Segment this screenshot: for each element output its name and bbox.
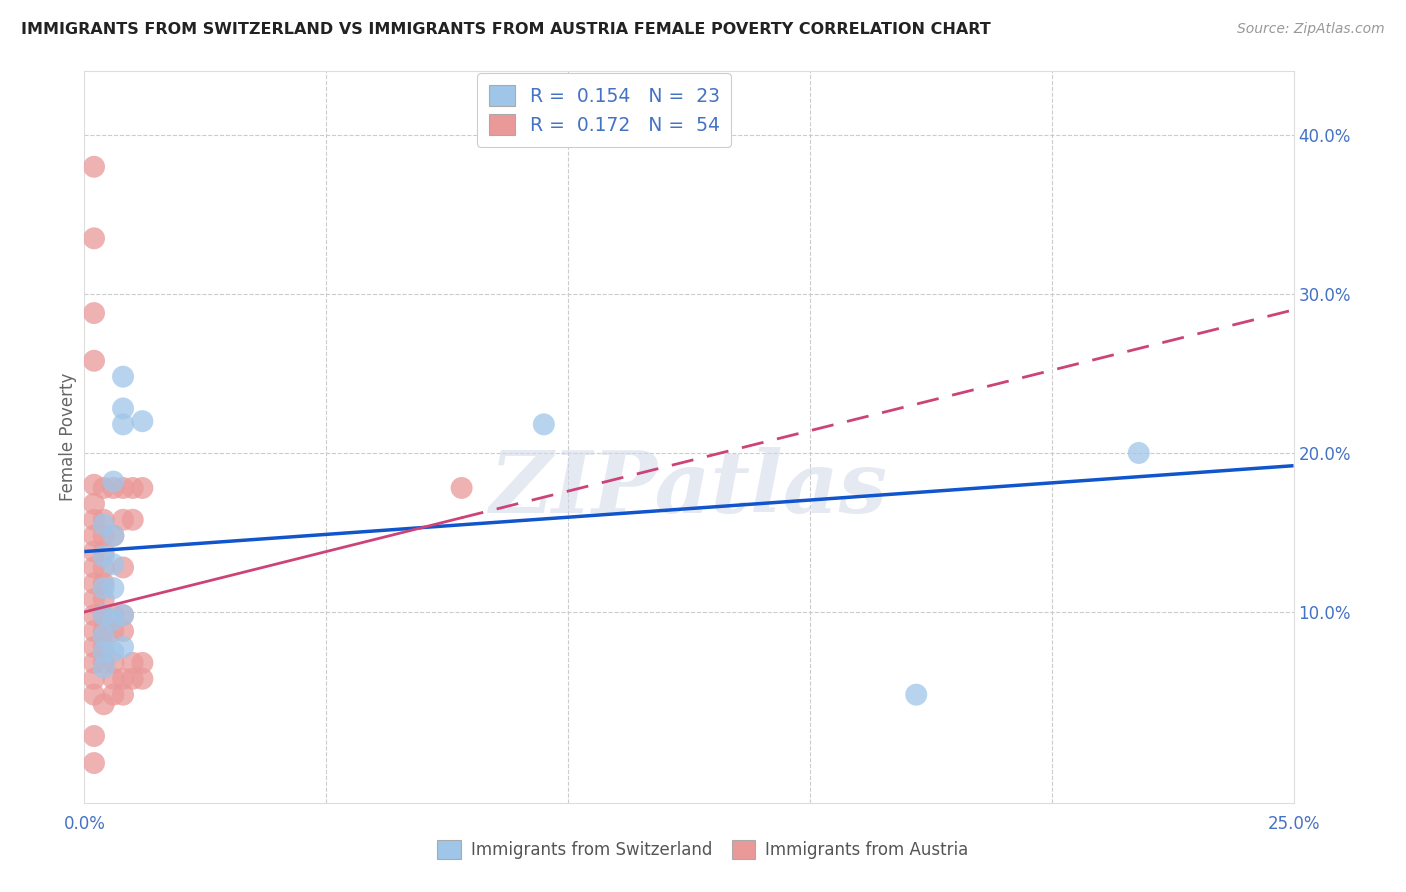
- Point: [112, 417, 135, 432]
- Point: [83, 560, 105, 574]
- Point: [103, 656, 125, 670]
- Point: [93, 517, 115, 532]
- Point: [103, 613, 125, 627]
- Point: [112, 608, 135, 623]
- Point: [93, 624, 115, 638]
- Point: [103, 529, 125, 543]
- Point: [83, 544, 105, 558]
- Point: [103, 529, 125, 543]
- Point: [93, 592, 115, 607]
- Point: [533, 417, 555, 432]
- Point: [83, 231, 105, 245]
- Point: [83, 353, 105, 368]
- Point: [131, 481, 153, 495]
- Point: [450, 481, 472, 495]
- Point: [83, 592, 105, 607]
- Point: [112, 560, 135, 574]
- Point: [93, 544, 115, 558]
- Point: [93, 581, 115, 595]
- Legend: Immigrants from Switzerland, Immigrants from Austria: Immigrants from Switzerland, Immigrants …: [430, 833, 976, 866]
- Point: [93, 608, 115, 623]
- Point: [93, 629, 115, 643]
- Point: [83, 624, 105, 638]
- Point: [83, 656, 105, 670]
- Point: [1128, 446, 1150, 460]
- Text: IMMIGRANTS FROM SWITZERLAND VS IMMIGRANTS FROM AUSTRIA FEMALE POVERTY CORRELATIO: IMMIGRANTS FROM SWITZERLAND VS IMMIGRANT…: [21, 22, 991, 37]
- Point: [112, 624, 135, 638]
- Point: [93, 529, 115, 543]
- Point: [83, 477, 105, 491]
- Point: [93, 645, 115, 659]
- Point: [103, 608, 125, 623]
- Point: [83, 160, 105, 174]
- Point: [103, 688, 125, 702]
- Point: [103, 581, 125, 595]
- Point: [93, 656, 115, 670]
- Y-axis label: Female Poverty: Female Poverty: [59, 373, 77, 501]
- Point: [112, 608, 135, 623]
- Point: [103, 558, 125, 572]
- Point: [112, 688, 135, 702]
- Text: ZIPatlas: ZIPatlas: [489, 447, 889, 530]
- Point: [905, 688, 928, 702]
- Point: [83, 640, 105, 654]
- Point: [112, 369, 135, 384]
- Point: [131, 672, 153, 686]
- Point: [93, 608, 115, 623]
- Point: [93, 560, 115, 574]
- Point: [121, 513, 143, 527]
- Point: [83, 672, 105, 686]
- Point: [93, 697, 115, 711]
- Point: [93, 481, 115, 495]
- Point: [103, 672, 125, 686]
- Point: [112, 672, 135, 686]
- Point: [83, 306, 105, 320]
- Point: [93, 660, 115, 674]
- Point: [131, 656, 153, 670]
- Point: [93, 513, 115, 527]
- Point: [112, 401, 135, 416]
- Point: [93, 576, 115, 591]
- Legend: R =  0.154   N =  23, R =  0.172   N =  54: R = 0.154 N = 23, R = 0.172 N = 54: [478, 73, 731, 146]
- Point: [83, 513, 105, 527]
- Point: [121, 672, 143, 686]
- Point: [83, 688, 105, 702]
- Point: [112, 513, 135, 527]
- Point: [83, 576, 105, 591]
- Point: [83, 729, 105, 743]
- Point: [112, 481, 135, 495]
- Point: [112, 640, 135, 654]
- Point: [83, 529, 105, 543]
- Point: [121, 656, 143, 670]
- Point: [93, 549, 115, 564]
- Point: [93, 640, 115, 654]
- Point: [103, 624, 125, 638]
- Text: Source: ZipAtlas.com: Source: ZipAtlas.com: [1237, 22, 1385, 37]
- Point: [131, 414, 153, 428]
- Point: [121, 481, 143, 495]
- Point: [103, 475, 125, 489]
- Point: [83, 756, 105, 770]
- Point: [103, 481, 125, 495]
- Point: [83, 608, 105, 623]
- Point: [103, 645, 125, 659]
- Point: [83, 497, 105, 511]
